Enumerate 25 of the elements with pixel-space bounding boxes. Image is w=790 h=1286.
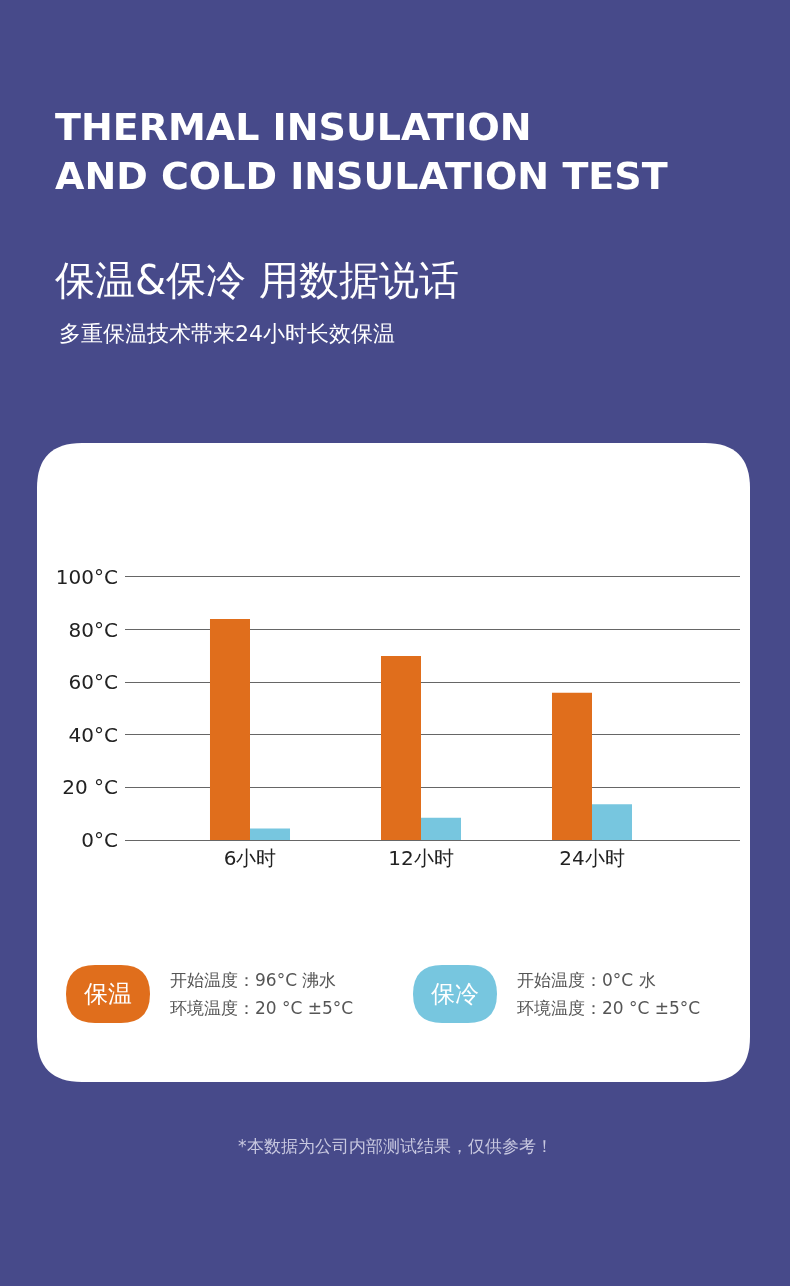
y-tick-label: 60°C bbox=[68, 670, 118, 695]
text: 保温 bbox=[84, 980, 132, 1008]
y-tick-label: 80°C bbox=[68, 617, 118, 642]
y-tick-label: 0°C bbox=[81, 828, 118, 852]
y-tick-label: 100°C bbox=[55, 565, 118, 589]
bar bbox=[421, 817, 462, 840]
bar bbox=[380, 655, 421, 840]
text: 环境温度：20 °C ±5°C bbox=[170, 998, 354, 1018]
text: 开始温度：0°C 水 bbox=[517, 970, 656, 990]
text: 开始温度：96°C 沸水 bbox=[170, 970, 337, 990]
text: *本数据为公司内部测试结果，仅供参考！ bbox=[238, 1136, 553, 1156]
bar bbox=[250, 828, 291, 840]
y-tick-label: 40°C bbox=[68, 722, 118, 747]
x-tick-label: 12小时 bbox=[388, 846, 454, 870]
chart-title: THERMAL INSULATION AND COLD INSULATION TEST bbox=[55, 105, 668, 199]
text: 保冷 bbox=[431, 980, 479, 1008]
bar bbox=[209, 619, 250, 840]
chart-subtitle: 保温&保冷 用数据说话 bbox=[55, 257, 459, 303]
text: 多重保温技术带来24小时长效保温 bbox=[59, 321, 395, 346]
x-tick-label: 6小时 bbox=[223, 846, 277, 870]
x-tick-label: 24小时 bbox=[559, 846, 625, 870]
y-tick-label: 20 °C bbox=[62, 775, 118, 800]
text: 环境温度：20 °C ±5°C bbox=[517, 998, 701, 1018]
bar bbox=[551, 692, 592, 840]
bar bbox=[592, 804, 633, 840]
